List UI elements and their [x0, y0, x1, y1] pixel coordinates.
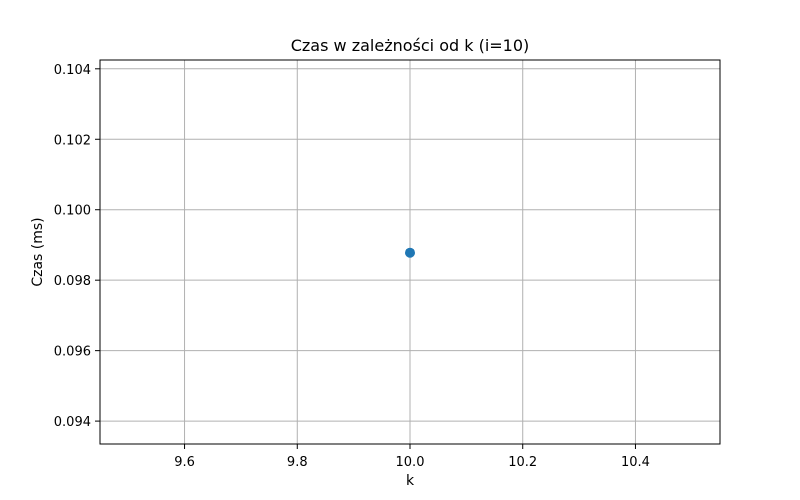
x-axis-label: k	[406, 473, 415, 489]
x-tick-label: 9.6	[174, 455, 195, 470]
y-tick-label: 0.094	[54, 415, 91, 430]
x-tick-label: 10.2	[508, 455, 537, 470]
x-tick-label: 10.4	[621, 455, 650, 470]
grid	[100, 60, 720, 444]
ticks: 9.6 9.8 10.0 10.2 10.4 0.094 0.096 0.098 0.100 0.…	[54, 63, 650, 470]
y-axis-label: Czas (ms)	[30, 217, 46, 286]
data-points	[405, 247, 415, 258]
chart-title: Czas w zależności od k (i=10)	[291, 36, 530, 55]
y-tick-label: 0.102	[54, 133, 91, 148]
y-tick-label: 0.098	[54, 274, 91, 289]
x-tick-label: 10.0	[396, 455, 425, 470]
data-point	[405, 247, 415, 258]
x-tick-label: 9.8	[287, 455, 308, 470]
y-tick-label: 0.104	[54, 63, 91, 78]
plot-frame	[99, 59, 721, 445]
y-tick-label: 0.096	[54, 345, 91, 360]
y-tick-label: 0.100	[54, 204, 91, 219]
